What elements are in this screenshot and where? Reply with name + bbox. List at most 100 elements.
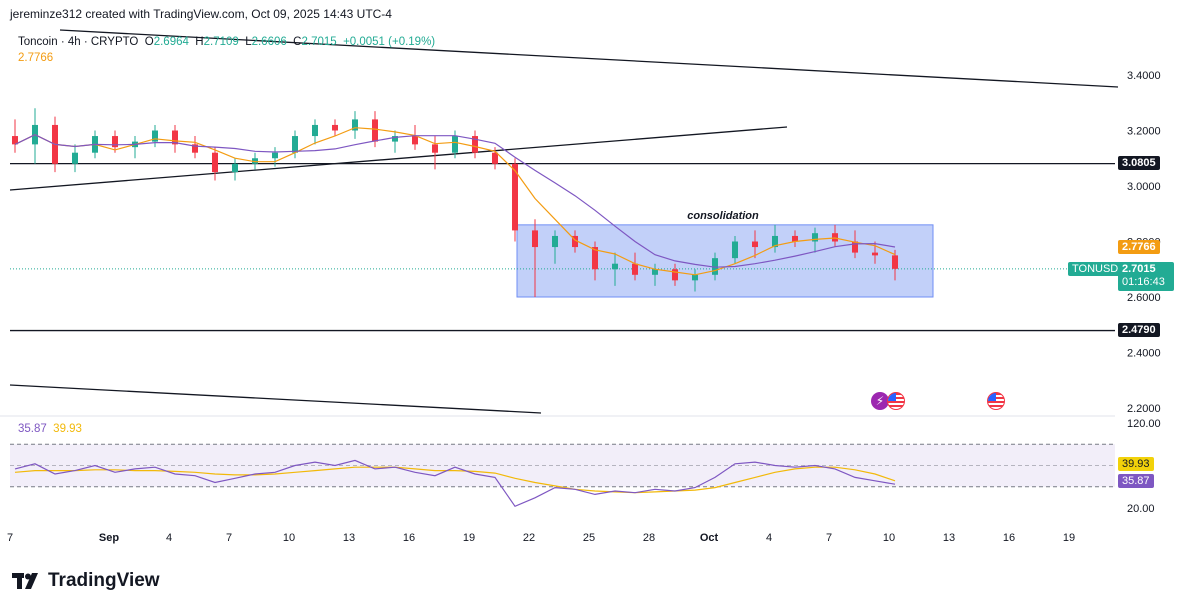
time-tick-label: 13 [943, 532, 955, 544]
resistance-tag: 3.0805 [1118, 156, 1160, 170]
candle-body [392, 136, 398, 142]
attribution: jereminze312 created with TradingView.co… [10, 7, 392, 21]
rising-trendline [9, 126, 788, 191]
candle-body [152, 130, 158, 142]
time-tick-label: 4 [766, 532, 772, 544]
candle-body [492, 152, 498, 164]
ma-orange-line [14, 127, 896, 276]
candle-body [512, 163, 518, 231]
rsi-tag: 35.87 [1118, 474, 1154, 488]
candle-body [292, 136, 298, 153]
symbol-line: Toncoin · 4h · CRYPTO O2.6964 H2.7109 L2… [18, 36, 435, 48]
candle-body [592, 247, 598, 270]
rsi-tick-label: 120.00 [1127, 418, 1161, 430]
ma-purple-line [14, 134, 896, 268]
time-tick-label: 19 [1063, 532, 1075, 544]
candle-body [532, 230, 538, 248]
candle-body [612, 263, 618, 270]
candle-body [232, 163, 238, 173]
rsi-ma-tag: 39.93 [1118, 457, 1154, 471]
time-tick-label: 19 [463, 532, 475, 544]
candle-body [192, 144, 198, 153]
candle-body [112, 136, 118, 148]
consolidation-label: consolidation [687, 210, 759, 222]
time-tick-label: 10 [883, 532, 895, 544]
time-tick-label: 22 [523, 532, 535, 544]
symbol-tag: TONUSD [1068, 262, 1123, 276]
low-label: L [245, 36, 252, 48]
lower-trendline [9, 384, 542, 414]
close-label: C [293, 36, 302, 48]
candle-body [312, 124, 318, 137]
candle-body [72, 152, 78, 164]
time-tick-label: 4 [166, 532, 172, 544]
tv-logo-icon [12, 573, 42, 589]
time-tick-label: 25 [583, 532, 595, 544]
time-tick-label: 16 [403, 532, 415, 544]
candle-body [452, 136, 458, 153]
open-value: 2.6964 [153, 36, 189, 48]
time-tick-label: 16 [1003, 532, 1015, 544]
time-tick-label: 7 [7, 532, 13, 544]
price-tick-label: 3.0000 [1127, 181, 1161, 193]
us-flag-event-icon[interactable] [887, 392, 905, 410]
close-value: 2.7015 [301, 36, 337, 48]
candle-body [672, 269, 678, 281]
rsi-ma-line [14, 466, 896, 494]
price-tick-label: 3.4000 [1127, 70, 1161, 82]
candle-body [772, 235, 778, 248]
candle-body [352, 119, 358, 131]
countdown-value: 01:16:43 [1122, 276, 1165, 288]
candle-body [572, 235, 578, 248]
candle-body [852, 241, 858, 253]
time-tick-label: 13 [343, 532, 355, 544]
price-tick-label: 2.6000 [1127, 292, 1161, 304]
symbol-name: Toncoin · 4h · CRYPTO [18, 36, 139, 48]
candle-body [432, 144, 438, 153]
candle-body [272, 152, 278, 159]
upper-trendline [59, 29, 1119, 88]
high-value: 2.7109 [203, 36, 239, 48]
candle-body [892, 255, 898, 269]
candle-body [552, 235, 558, 248]
brand-name: TradingView [48, 570, 160, 591]
candle-body [412, 136, 418, 145]
candle-body [632, 263, 638, 275]
candle-body [12, 136, 18, 145]
candle-body [372, 119, 378, 142]
ma-price-tag: 2.7766 [1118, 240, 1160, 254]
high-label: H [195, 36, 204, 48]
price-tick-label: 2.2000 [1127, 403, 1161, 415]
last-price-value: 2.7015 [1122, 263, 1156, 275]
candle-body [812, 233, 818, 242]
candle-body [252, 158, 258, 164]
low-value: 2.6606 [251, 36, 287, 48]
rsi-legend: 35.87 39.93 [18, 423, 82, 435]
time-tick-label: 10 [283, 532, 295, 544]
rsi-line [14, 459, 896, 508]
time-tick-label: Oct [700, 532, 719, 544]
us-flag-event-icon-2[interactable] [987, 392, 1005, 410]
support-tag: 2.4790 [1118, 323, 1160, 337]
tradingview-logo: TradingView [12, 570, 160, 592]
rsi-tick-label: 20.00 [1127, 503, 1155, 515]
open-label: O [144, 36, 154, 48]
candle-body [172, 130, 178, 145]
change-value: +0.0051 (+0.19%) [343, 36, 436, 48]
lightning-event-icon[interactable]: ⚡ [871, 392, 889, 410]
candle-body [692, 274, 698, 281]
time-tick-label: 7 [226, 532, 232, 544]
consolidation-box [516, 224, 934, 298]
candle-body [792, 235, 798, 242]
candle-body [472, 136, 478, 153]
rsi-ma-legend-value: 39.93 [53, 423, 82, 435]
rsi-legend-value: 35.87 [18, 423, 47, 435]
ma-value: 2.7766 [18, 52, 54, 64]
time-tick-label: Sep [99, 532, 119, 544]
time-tick-label: 28 [643, 532, 655, 544]
price-tick-label: 2.4000 [1127, 348, 1161, 360]
candle-body [732, 241, 738, 259]
last-price-tag: 2.7015 01:16:43 [1118, 262, 1174, 291]
